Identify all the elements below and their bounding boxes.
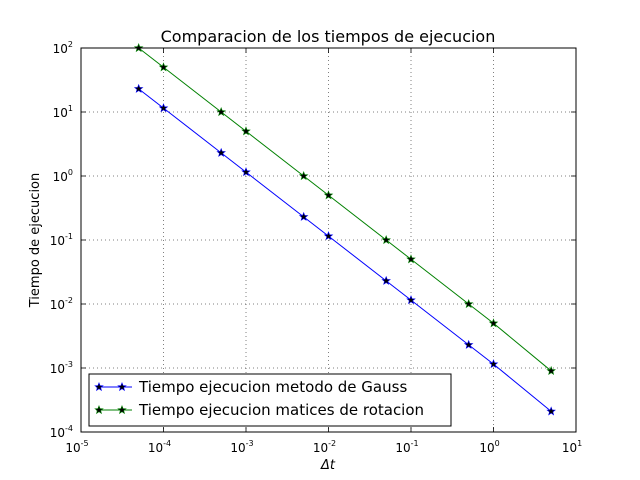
data-point	[463, 339, 474, 349]
axis-ticks: 10-5 10-4 10-3 10-2 10-1 100 10110-410-310-210…	[50, 40, 582, 455]
data-point	[133, 83, 144, 93]
data-point	[406, 254, 416, 264]
data-point	[216, 106, 226, 117]
legend-marker	[94, 404, 104, 415]
x-tick-label: 10-3	[230, 439, 253, 455]
y-tick-label: 10-1	[50, 232, 73, 248]
y-tick-label: 102	[53, 40, 73, 56]
x-tick-label: 10-1	[395, 439, 418, 455]
data-point	[158, 103, 169, 113]
data-point	[381, 275, 391, 285]
legend-marker	[117, 404, 127, 415]
series-line	[138, 47, 552, 372]
data-point	[463, 298, 474, 309]
y-tick-label: 10-4	[50, 424, 73, 440]
x-axis-label: Δt	[320, 458, 336, 473]
data-point	[406, 295, 416, 305]
data-point	[241, 126, 251, 136]
series-layer	[133, 42, 556, 416]
chart-title: Comparacion de los tiempos de ejecucion	[161, 27, 496, 46]
data-point	[298, 170, 309, 181]
legend: Tiempo ejecucion metodo de Gauss Tiempo e…	[88, 373, 452, 427]
legend-label: Tiempo ejecucion matices de rotacion	[138, 401, 424, 419]
data-point	[241, 167, 251, 177]
y-axis-label: Tiempo de ejecucion	[28, 173, 43, 308]
x-tick-label: 100	[479, 439, 499, 455]
data-point	[216, 147, 226, 157]
y-tick-label: 10-3	[50, 360, 73, 376]
data-point	[488, 359, 499, 369]
data-point	[488, 318, 499, 328]
series-2	[133, 42, 556, 376]
x-tick-label: 10-4	[148, 439, 171, 455]
grid	[81, 48, 576, 432]
legend-marker	[94, 381, 104, 392]
y-tick-label: 100	[53, 168, 73, 184]
x-tick-label: 10-5	[65, 439, 88, 455]
data-point	[158, 62, 169, 72]
data-point	[546, 365, 556, 376]
y-tick-label: 10-2	[50, 296, 73, 312]
legend-marker	[117, 381, 127, 392]
x-tick-label: 101	[562, 439, 582, 455]
y-tick-label: 101	[53, 104, 73, 120]
data-point	[381, 234, 391, 245]
data-point	[298, 211, 309, 221]
legend-label: Tiempo ejecucion metodo de Gauss	[138, 378, 407, 396]
data-point	[546, 406, 556, 416]
legend-box	[88, 373, 452, 427]
x-tick-label: 10-2	[313, 439, 336, 455]
data-point	[323, 231, 334, 241]
series-1	[133, 83, 556, 416]
data-point	[323, 190, 334, 200]
